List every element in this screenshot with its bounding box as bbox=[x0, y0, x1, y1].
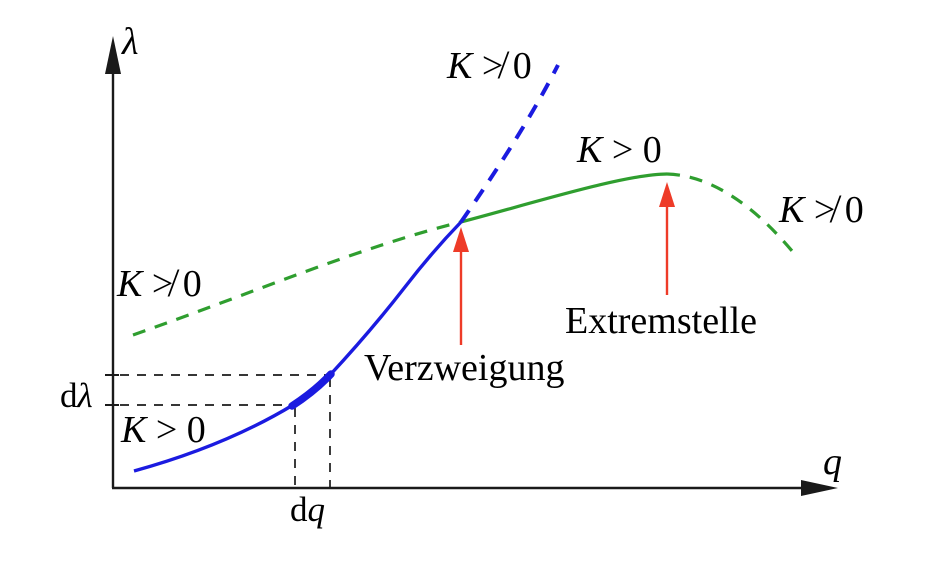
label-blue-dashed-region: K ≯ 0 bbox=[446, 45, 532, 87]
d-lambda-var: λ bbox=[77, 376, 93, 415]
label-var: K bbox=[120, 409, 148, 451]
bifurcation-label: Verzweigung bbox=[364, 347, 564, 389]
label-var: K bbox=[116, 263, 144, 305]
blue-curve-thick-increment-segment bbox=[288, 370, 335, 410]
label-green-dashed-left-region: K ≯ 0 bbox=[116, 263, 202, 305]
x-axis-arrowhead-icon bbox=[801, 480, 838, 496]
blue-curve-dashed bbox=[459, 64, 560, 224]
label-rel: ≯ 0 bbox=[472, 45, 531, 87]
label-rel: > 0 bbox=[602, 129, 661, 171]
green-curve-dashed-left bbox=[132, 220, 462, 337]
x-axis-label: q bbox=[823, 441, 842, 483]
label-var: K bbox=[576, 129, 604, 171]
label-green-dashed-right-region: K ≯ 0 bbox=[778, 189, 864, 231]
d-q-var: q bbox=[308, 490, 326, 529]
y-axis-label: λ bbox=[121, 21, 138, 63]
differential-op: d bbox=[290, 490, 308, 529]
y-axis-arrowhead-icon bbox=[105, 36, 121, 74]
label-rel: ≯ 0 bbox=[142, 263, 201, 305]
label-rel: > 0 bbox=[146, 409, 205, 451]
extremum-arrowhead-icon bbox=[659, 182, 675, 207]
green-curve-dashed-right bbox=[666, 172, 799, 259]
green-curve-solid bbox=[460, 172, 668, 224]
label-green-solid-region: K > 0 bbox=[576, 129, 662, 171]
label-var: K bbox=[446, 45, 474, 87]
label-rel: ≯ 0 bbox=[804, 189, 863, 231]
label-var: K bbox=[778, 189, 806, 231]
d-q-label: dq bbox=[290, 490, 325, 529]
d-lambda-label: dλ bbox=[60, 376, 93, 415]
differential-op: d bbox=[60, 376, 78, 415]
bifurcation-arrowhead-icon bbox=[453, 227, 469, 252]
extremum-label: Extremstelle bbox=[565, 300, 757, 342]
label-blue-solid-region: K > 0 bbox=[120, 409, 206, 451]
